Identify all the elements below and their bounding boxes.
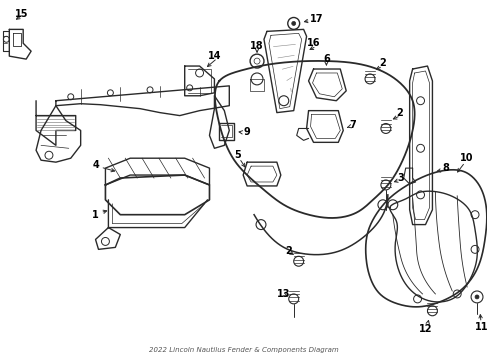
Circle shape xyxy=(292,22,295,26)
Text: 15: 15 xyxy=(15,9,28,18)
Text: 4: 4 xyxy=(92,160,99,170)
Text: 10: 10 xyxy=(461,153,474,163)
Circle shape xyxy=(475,295,479,299)
Text: 18: 18 xyxy=(250,41,264,51)
Text: 5: 5 xyxy=(234,150,241,160)
Text: 12: 12 xyxy=(419,324,432,334)
Text: 2: 2 xyxy=(380,58,386,68)
Text: 11: 11 xyxy=(475,321,489,332)
Text: 14: 14 xyxy=(208,51,221,61)
Text: 2022 Lincoln Nautilus Fender & Components Diagram: 2022 Lincoln Nautilus Fender & Component… xyxy=(149,347,339,354)
Text: 6: 6 xyxy=(323,54,330,64)
Text: 3: 3 xyxy=(397,173,404,183)
Text: 16: 16 xyxy=(307,38,320,48)
Text: 13: 13 xyxy=(277,289,291,299)
Text: 8: 8 xyxy=(442,163,449,173)
Text: 2: 2 xyxy=(285,246,292,256)
Text: 17: 17 xyxy=(310,14,323,24)
Text: 7: 7 xyxy=(350,121,357,130)
Text: 1: 1 xyxy=(92,210,99,220)
Text: 2: 2 xyxy=(396,108,403,118)
Text: 9: 9 xyxy=(244,127,250,138)
